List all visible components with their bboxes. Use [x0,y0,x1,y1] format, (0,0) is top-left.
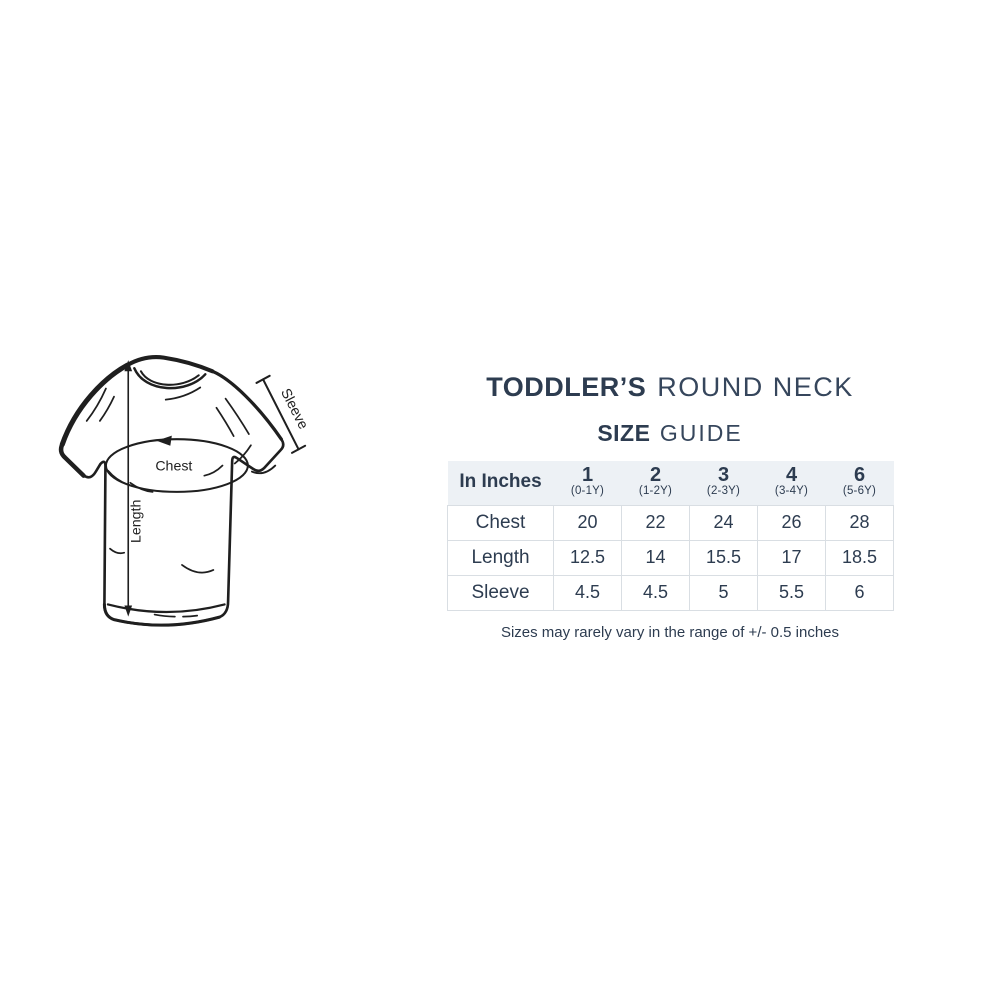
tshirt-wrinkle [181,564,215,574]
table-cell: 20 [553,504,622,541]
title-emphasis: TODDLER’S [486,372,647,402]
table-cell: 4.5 [621,574,690,611]
table-row-length: Length 12.5 14 15.5 17 18.5 [447,539,894,576]
table-cell: 18.5 [825,539,894,576]
size-table-header: In Inches 1 (0-1Y) 2 (1-2Y) 3 (2-3Y) 4 (… [447,461,894,505]
table-cell: 5.5 [757,574,826,611]
table-cell: 22 [621,504,690,541]
age-range: (5-6Y) [842,485,877,498]
table-cell: 28 [825,504,894,541]
size-table-body: Chest 20 22 24 26 28 Length 12.5 14 15.5… [447,504,894,611]
row-label: Chest [447,504,554,541]
tshirt-right-sleeve-accent [210,369,283,441]
table-row-chest: Chest 20 22 24 26 28 [447,504,894,541]
tshirt-left-sleeve-accent [59,362,130,447]
chest-ellipse [104,438,249,493]
table-cell: 17 [757,539,826,576]
age-range: (0-1Y) [570,485,605,498]
tshirt-collar-band [139,370,200,386]
size-column-header: 3 (2-3Y) [689,461,758,505]
size-number: 3 [717,464,730,487]
tshirt-wrinkle [224,397,250,435]
tshirt-measurement-diagram: Length Chest Sleeve [52,352,316,646]
size-column-header: 2 (1-2Y) [621,461,690,505]
length-label: Length [128,500,144,543]
row-label: Length [447,539,554,576]
table-header-row: In Inches 1 (0-1Y) 2 (1-2Y) 3 (2-3Y) 4 (… [447,461,894,505]
table-cell: 15.5 [689,539,758,576]
age-range: (2-3Y) [706,485,741,498]
sleeve-dimension-line [262,378,300,451]
tshirt-sketch: Length Chest Sleeve [58,355,311,627]
length-arrowhead-up [124,360,133,372]
size-number: 2 [649,464,662,487]
tshirt-wrinkle [215,406,235,438]
sleeve-label: Sleeve [277,386,311,432]
table-cell: 14 [621,539,690,576]
page-subtitle: SIZE GUIDE [430,420,910,446]
table-cell: 5 [689,574,758,611]
sleeve-dimension-cap [255,374,271,384]
size-table: In Inches 1 (0-1Y) 2 (1-2Y) 3 (2-3Y) 4 (… [447,461,894,611]
tshirt-neck-opening [133,367,207,390]
units-header-cell: In Inches [447,461,554,505]
size-number: 4 [785,464,798,487]
subtitle-rest: GUIDE [659,420,743,446]
tshirt-hem-accent [102,602,222,627]
age-range: (3-4Y) [774,485,809,498]
tshirt-wrinkle [109,547,126,555]
table-cell: 6 [825,574,894,611]
tshirt-collar-accent [125,355,215,374]
page-title: TODDLER’S ROUND NECK [430,372,910,402]
age-range: (1-2Y) [638,485,673,498]
tshirt-left-cuff-accent [58,442,86,478]
tshirt-right-cuff-line [251,464,277,475]
chest-label: Chest [155,459,192,475]
table-cell: 12.5 [553,539,622,576]
chest-dimension: Chest [104,435,249,493]
tshirt-wrinkle [85,387,107,422]
chest-arrowhead-left [156,435,172,446]
sleeve-dimension-cap [290,444,307,454]
table-cell: 26 [757,504,826,541]
size-column-header: 4 (3-4Y) [757,461,826,505]
subtitle-emphasis: SIZE [597,420,651,446]
row-label: Sleeve [447,574,554,611]
size-column-header: 6 (5-6Y) [825,461,894,505]
title-rest: ROUND NECK [657,372,854,402]
tshirt-hem-inner-line [106,603,226,614]
table-cell: 24 [689,504,758,541]
table-row-sleeve: Sleeve 4.5 4.5 5 5.5 6 [447,574,894,611]
table-cell: 4.5 [553,574,622,611]
size-number: 6 [853,464,866,487]
tshirt-wrinkle [98,395,115,422]
tshirt-hem-dash [182,614,199,618]
tolerance-footnote: Sizes may rarely vary in the range of +/… [500,624,840,641]
tshirt-collar-shadow [164,386,202,401]
size-number: 1 [581,464,594,487]
tshirt-hem-dash [153,613,176,618]
size-column-header: 1 (0-1Y) [553,461,622,505]
length-arrowhead-down [124,605,133,617]
length-dimension: Length [124,360,144,617]
tshirt-wrinkle [203,464,224,477]
